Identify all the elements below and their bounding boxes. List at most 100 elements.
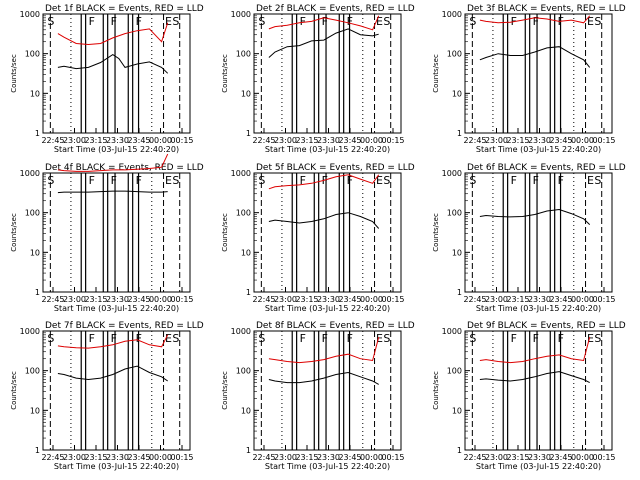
x-tick-label: 00:00 (571, 295, 594, 304)
event-label: F (136, 332, 142, 345)
plot-title: Det 8f BLACK = Events, RED = LLD (256, 321, 415, 331)
x-axis-label: Start Time (03-Jul-15 22:40:20) (265, 462, 390, 471)
event-label: S (594, 174, 601, 187)
x-tick-label: 23:30 (317, 136, 340, 145)
event-label: F (322, 332, 328, 345)
events-series-line (268, 28, 379, 58)
x-tick-label: 00:15 (592, 136, 615, 145)
x-tick-label: 23:45 (127, 295, 150, 304)
x-tick-label: 22:45 (463, 453, 486, 462)
plot-title: Det 7f BLACK = Events, RED = LLD (45, 321, 204, 331)
events-series-line (479, 208, 591, 225)
y-tick-label: 10 (241, 248, 251, 257)
event-label: S (469, 15, 476, 28)
x-axis-label: Start Time (03-Jul-15 22:40:20) (265, 304, 390, 313)
x-axis-label: Start Time (03-Jul-15 22:40:20) (54, 145, 179, 154)
event-label: F (533, 332, 539, 345)
plot-panel-5: Det 5f BLACK = Events, RED = LLD 1 10 100 10… (221, 163, 415, 313)
event-label: F (347, 15, 353, 28)
plot-frame (42, 13, 191, 134)
lld-series-line (268, 336, 380, 364)
x-tick-label: 00:15 (170, 453, 193, 462)
x-axis-label: Start Time (03-Jul-15 22:40:20) (54, 304, 179, 313)
x-tick-label: 22:45 (463, 136, 486, 145)
y-axis-label: Counts/sec (10, 54, 18, 93)
event-label: E (165, 15, 172, 28)
plot-panel-9: Det 9f BLACK = Events, RED = LLD 1 10 100 10… (432, 321, 626, 471)
x-tick-label: 00:15 (381, 136, 404, 145)
plot-frame (464, 172, 613, 293)
y-tick-label: 10 (241, 406, 251, 415)
event-label: S (383, 174, 390, 187)
y-axis-label: Counts/sec (432, 371, 440, 410)
x-tick-label: 00:15 (170, 136, 193, 145)
x-tick-label: 23:30 (528, 295, 551, 304)
y-tick-label: 100 (447, 50, 462, 59)
events-series-line (268, 212, 380, 229)
lld-series-line (268, 15, 380, 31)
event-label: F (300, 15, 306, 28)
plot-frame (253, 330, 402, 451)
event-label: F (136, 15, 142, 28)
event-label: F (533, 15, 539, 28)
event-label: S (172, 174, 179, 187)
y-tick-label: 10 (452, 406, 462, 415)
events-series-line (479, 371, 590, 384)
x-axis-label: Start Time (03-Jul-15 22:40:20) (476, 145, 601, 154)
y-tick-label: 100 (447, 367, 462, 376)
x-tick-label: 23:00 (274, 453, 297, 462)
plot-frame (42, 330, 191, 451)
x-tick-label: 23:15 (506, 295, 529, 304)
event-label: S (383, 332, 390, 345)
x-tick-label: 23:15 (84, 295, 107, 304)
y-axis-label: Counts/sec (221, 213, 229, 252)
x-tick-label: 23:30 (528, 136, 551, 145)
x-tick-label: 23:00 (274, 136, 297, 145)
event-label: E (587, 174, 594, 187)
event-label: F (111, 15, 117, 28)
x-tick-label: 00:00 (571, 136, 594, 145)
x-tick-label: 23:15 (84, 453, 107, 462)
plot-frame (253, 172, 402, 293)
plot-frame (464, 13, 613, 134)
y-tick-label: 10 (30, 248, 40, 257)
x-tick-label: 00:00 (571, 453, 594, 462)
plot-panel-4: Det 4f BLACK = Events, RED = LLD 1 10 100 10… (10, 153, 204, 313)
y-tick-label: 10 (452, 89, 462, 98)
event-label: F (347, 332, 353, 345)
x-tick-label: 00:15 (381, 295, 404, 304)
events-series-line (57, 190, 168, 194)
y-axis-label: Counts/sec (10, 371, 18, 410)
y-tick-label: 1 (457, 129, 462, 138)
y-tick-label: 100 (447, 209, 462, 218)
plot-title: Det 6f BLACK = Events, RED = LLD (467, 163, 626, 173)
x-tick-label: 00:00 (149, 136, 172, 145)
x-tick-label: 00:00 (360, 453, 383, 462)
plot-panel-2: Det 2f BLACK = Events, RED = LLD 1 10 100 10… (221, 4, 415, 154)
x-tick-label: 23:00 (485, 453, 508, 462)
event-label: F (136, 174, 142, 187)
lld-series-line (479, 336, 591, 364)
y-tick-label: 10 (30, 89, 40, 98)
event-label: S (469, 332, 476, 345)
x-axis-label: Start Time (03-Jul-15 22:40:20) (476, 462, 601, 471)
y-tick-label: 100 (25, 367, 40, 376)
x-tick-label: 00:15 (381, 453, 404, 462)
x-tick-label: 23:15 (84, 136, 107, 145)
y-tick-label: 1 (246, 129, 251, 138)
x-tick-label: 22:45 (41, 453, 64, 462)
event-label: S (469, 174, 476, 187)
x-tick-label: 22:45 (252, 136, 275, 145)
events-series-line (268, 371, 379, 385)
event-label: S (258, 15, 265, 28)
x-tick-label: 23:45 (338, 136, 361, 145)
event-label: S (383, 15, 390, 28)
x-tick-label: 22:45 (252, 295, 275, 304)
x-tick-label: 23:45 (338, 295, 361, 304)
event-label: F (558, 174, 564, 187)
event-label: E (165, 174, 172, 187)
event-label: E (376, 174, 383, 187)
y-tick-label: 1000 (442, 10, 462, 19)
x-tick-label: 22:45 (463, 295, 486, 304)
event-label: F (111, 332, 117, 345)
